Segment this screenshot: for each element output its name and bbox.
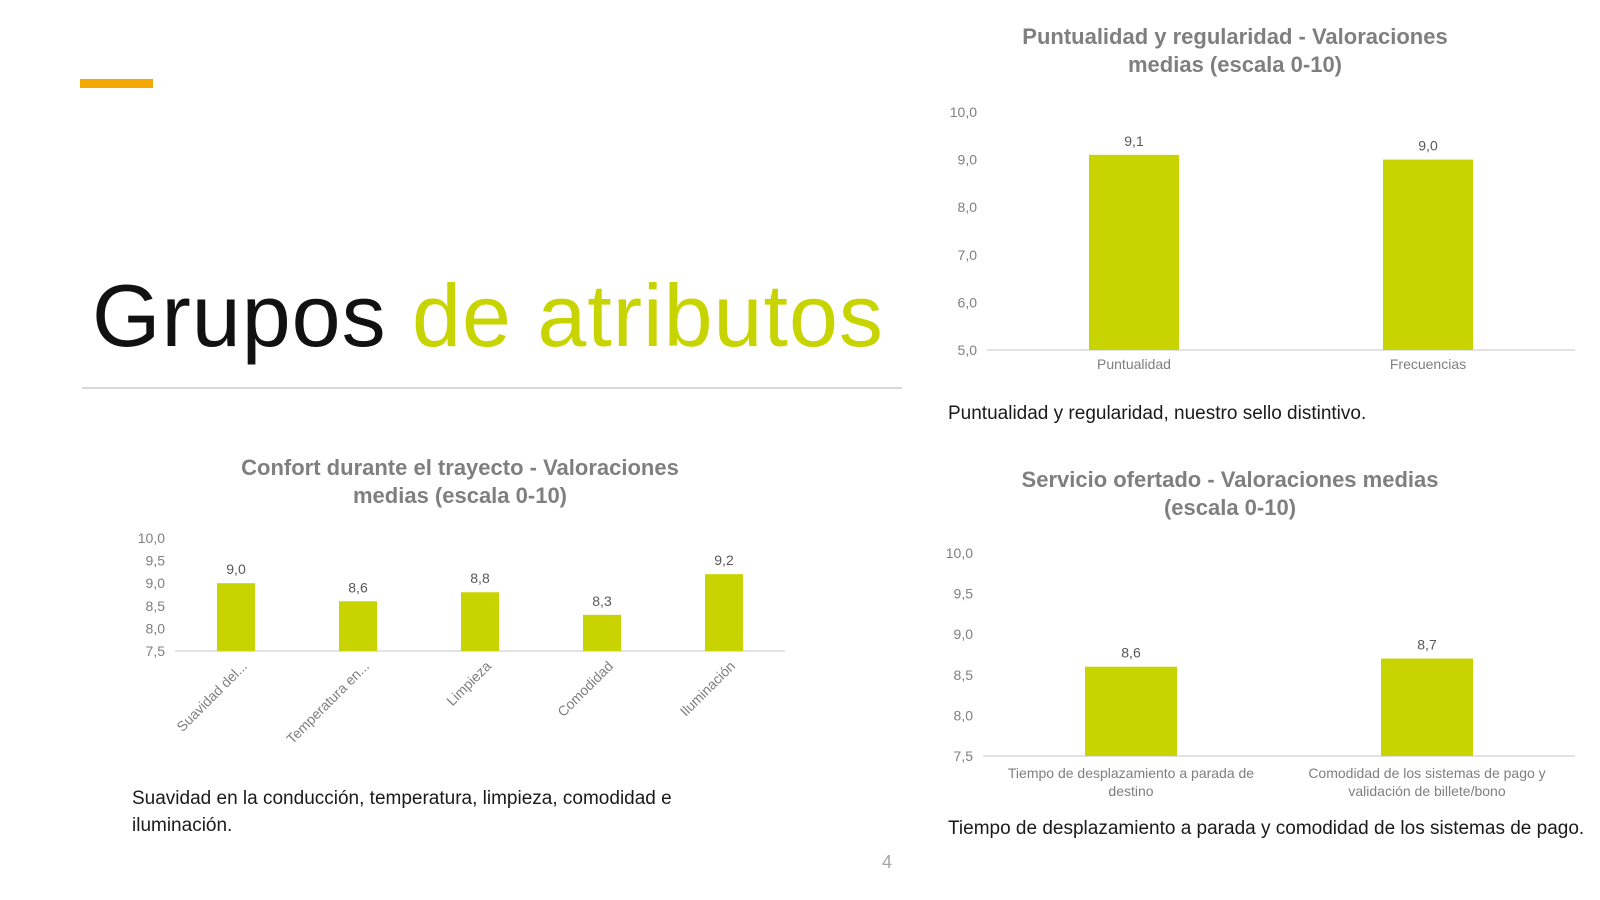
data-label: 8,6	[1121, 645, 1141, 661]
y-tick-label: 6,0	[958, 294, 978, 310]
bar	[1383, 159, 1473, 350]
y-tick-label: 8,0	[146, 620, 166, 636]
bar	[583, 614, 621, 651]
category-label: Iluminación	[677, 658, 738, 719]
y-tick-label: 7,5	[954, 748, 974, 764]
y-tick-label: 7,0	[958, 247, 978, 263]
category-label: Limpieza	[443, 658, 494, 709]
category-label: Comodidad	[554, 658, 616, 720]
data-label: 8,8	[470, 570, 490, 586]
category-label: destino	[1108, 783, 1153, 799]
y-tick-label: 5,0	[958, 342, 978, 358]
chart-servicio: Servicio ofertado - Valoraciones medias (…	[946, 467, 1575, 799]
bar	[339, 601, 377, 651]
y-tick-label: 7,5	[146, 643, 166, 659]
accent-bar	[80, 79, 153, 88]
chart-title-line: Servicio ofertado - Valoraciones medias	[1022, 467, 1439, 492]
bar	[1089, 154, 1179, 350]
data-label: 9,1	[1124, 133, 1144, 149]
y-tick-label: 9,0	[958, 152, 978, 168]
caption-servicio: Tiempo de desplazamiento a parada y como…	[948, 818, 1585, 839]
data-label: 9,2	[714, 552, 734, 568]
bar	[217, 583, 255, 651]
bar	[1085, 666, 1177, 756]
y-tick-label: 8,0	[954, 707, 974, 723]
caption-confort: Suavidad en la conducción, temperatura, …	[132, 788, 672, 836]
page-number: 4	[882, 852, 893, 872]
y-tick-label: 8,5	[146, 598, 166, 614]
data-label: 8,7	[1417, 637, 1437, 653]
category-label: Puntualidad	[1097, 356, 1171, 372]
bar	[461, 592, 499, 651]
chart-puntualidad: Puntualidad y regularidad - Valoraciones…	[950, 24, 1575, 372]
category-label: validación de billete/bono	[1348, 783, 1505, 799]
data-label: 9,0	[226, 561, 246, 577]
y-tick-label: 9,0	[146, 575, 166, 591]
category-label: Frecuencias	[1390, 356, 1466, 372]
category-label: Suavidad del...	[173, 658, 250, 735]
y-tick-label: 10,0	[946, 545, 973, 561]
y-tick-label: 10,0	[138, 530, 165, 546]
title-part-1: Grupos	[92, 266, 387, 365]
title-part-2: de atributos	[412, 266, 884, 365]
category-label: Tiempo de desplazamiento a parada de	[1008, 765, 1254, 781]
y-tick-label: 9,5	[954, 586, 974, 602]
category-label: Temperatura en...	[283, 658, 372, 747]
title-divider	[82, 387, 902, 389]
y-tick-label: 8,5	[954, 667, 974, 683]
data-label: 8,3	[592, 593, 612, 609]
chart-title-line: (escala 0-10)	[1164, 495, 1296, 520]
chart-title-line: medias (escala 0-10)	[1128, 52, 1342, 77]
chart-title-line: Confort durante el trayecto - Valoracion…	[241, 455, 679, 480]
caption-puntualidad: Puntualidad y regularidad, nuestro sello…	[948, 403, 1367, 424]
chart-title-line: Puntualidad y regularidad - Valoraciones	[1022, 24, 1447, 49]
slide-title: Grupos de atributos	[92, 256, 884, 376]
bar	[1381, 658, 1473, 756]
chart-confort: Confort durante el trayecto - Valoracion…	[138, 455, 785, 747]
chart-title-line: medias (escala 0-10)	[353, 483, 567, 508]
data-label: 9,0	[1418, 138, 1438, 154]
y-tick-label: 9,5	[146, 553, 166, 569]
y-tick-label: 9,0	[954, 626, 974, 642]
bar	[705, 574, 743, 651]
data-label: 8,6	[348, 579, 368, 595]
category-label: Comodidad de los sistemas de pago y	[1308, 765, 1545, 781]
y-tick-label: 10,0	[950, 104, 977, 120]
y-tick-label: 8,0	[958, 199, 978, 215]
